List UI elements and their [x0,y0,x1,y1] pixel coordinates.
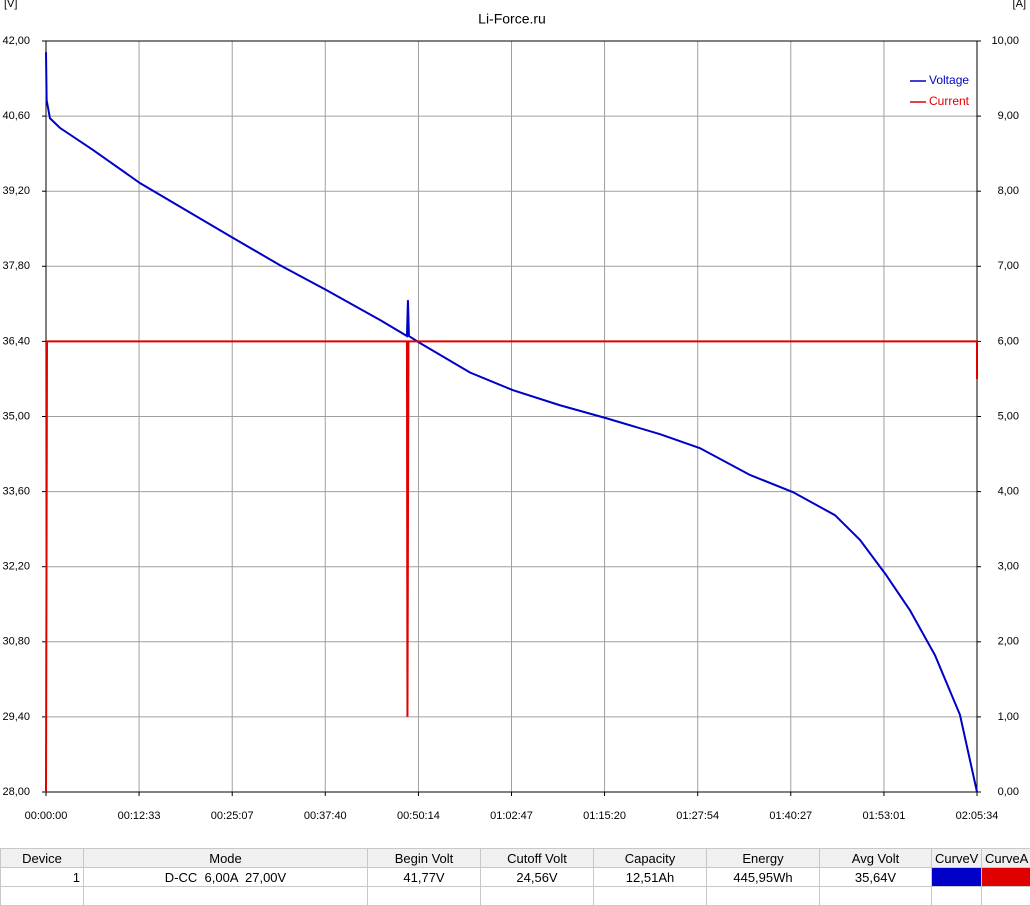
x-tick-label: 00:00:00 [25,810,68,822]
y2-tick-label: 0,00 [998,786,1019,798]
table-cell: 1 [1,868,84,887]
x-tick-label: 01:27:54 [676,810,719,822]
curve-color [932,868,982,887]
y-tick-label: 29,40 [2,711,30,723]
table-cell: 445,95Wh [707,868,820,887]
x-tick-label: 01:02:47 [490,810,533,822]
y-tick-label: 28,00 [2,786,30,798]
table-cell: D-CC 6,00A 27,00V [84,868,368,887]
y-tick-label: 33,60 [2,486,30,498]
x-tick-label: 01:40:27 [769,810,812,822]
x-tick-label: 00:50:14 [397,810,440,822]
curve-color [982,868,1030,887]
column-header: Device [1,849,84,868]
y2-unit: [A] [1013,0,1026,10]
table-cell: 41,77V [368,868,481,887]
y2-tick-label: 8,00 [998,185,1019,197]
y2-tick-label: 4,00 [998,486,1019,498]
y2-tick-label: 6,00 [998,335,1019,347]
table-cell: 24,56V [481,868,594,887]
y-tick-label: 35,00 [2,410,30,422]
empty-row [1,887,1030,906]
column-header: Cutoff Volt [481,849,594,868]
x-tick-label: 00:12:33 [118,810,161,822]
column-header: CurveA [982,849,1030,868]
legend-label: Current [929,94,970,108]
y2-tick-label: 2,00 [998,636,1019,648]
y-tick-label: 32,20 [2,561,30,573]
column-header: Begin Volt [368,849,481,868]
y2-tick-label: 1,00 [998,711,1019,723]
y2-tick-label: 5,00 [998,410,1019,422]
column-header: Mode [84,849,368,868]
x-tick-label: 01:53:01 [863,810,906,822]
chart: Li-Force.ru [V] [A] 28,00 29,40 30,80 32,20… [0,0,1030,845]
column-header: Capacity [594,849,707,868]
x-tick-label: 00:37:40 [304,810,347,822]
y2-tick-label: 9,00 [998,110,1019,122]
legend-label: Voltage [929,73,969,87]
column-header: Energy [707,849,820,868]
chart-title: Li-Force.ru [478,11,546,27]
y-tick-label: 37,80 [2,260,30,272]
x-tick-label: 00:25:07 [211,810,254,822]
y-tick-label: 39,20 [2,185,30,197]
column-header: CurveV [932,849,982,868]
y-unit: [V] [4,0,17,10]
x-tick-label: 02:05:34 [956,810,999,822]
y2-tick-label: 10,00 [991,35,1019,47]
table-cell: 12,51Ah [594,868,707,887]
x-tick-label: 01:15:20 [583,810,626,822]
y-tick-label: 40,60 [2,110,30,122]
y-tick-label: 36,40 [2,335,30,347]
y-tick-label: 42,00 [2,35,30,47]
y-tick-label: 30,80 [2,636,30,648]
y2-tick-label: 7,00 [998,260,1019,272]
y2-tick-label: 3,00 [998,561,1019,573]
column-header: Avg Volt [820,849,932,868]
table-cell: 35,64V [820,868,932,887]
